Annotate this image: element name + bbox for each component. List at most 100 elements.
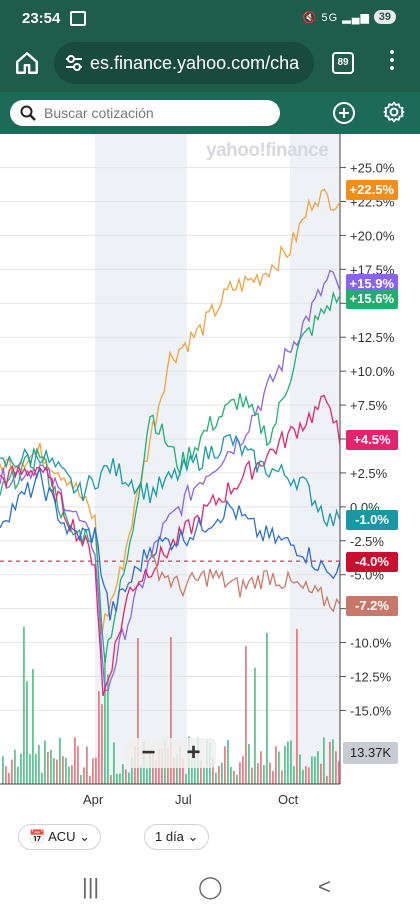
quarter-shade <box>290 134 340 784</box>
volume-bar <box>317 751 319 784</box>
volume-bar <box>26 681 28 784</box>
volume-bar <box>266 632 268 784</box>
volume-bar <box>203 766 205 784</box>
price-change-badge: -7.2% <box>346 596 398 616</box>
volume-bar <box>83 767 85 784</box>
volume-bar <box>293 766 295 784</box>
interval-selector[interactable]: 1 día ⌄ <box>144 824 210 850</box>
volume-bar <box>146 768 148 784</box>
volume-bar <box>5 766 7 784</box>
volume-bar <box>323 737 325 784</box>
volume-bar <box>299 754 301 784</box>
volume-bar <box>338 761 340 784</box>
volume-bar <box>29 753 31 784</box>
x-tick-label: Apr <box>83 792 104 807</box>
y-tick-label: +20.0% <box>350 228 395 243</box>
volume-bar <box>311 756 313 784</box>
range-selector[interactable]: 📅 ACU ⌄ <box>18 824 102 850</box>
search-input[interactable]: Buscar cotización <box>10 100 280 126</box>
volume-bar <box>314 756 316 784</box>
volume-bar <box>278 751 280 784</box>
volume-bar <box>80 775 82 784</box>
zoom-in-button[interactable]: + <box>186 739 201 766</box>
volume-bar <box>137 637 139 784</box>
volume-bar <box>287 741 289 784</box>
network-type: 5G <box>321 12 339 24</box>
volume-bar <box>95 757 97 784</box>
volume-bar <box>98 690 100 784</box>
tab-switcher-button[interactable]: 89 <box>332 52 354 74</box>
search-icon <box>20 105 36 121</box>
volume-bar <box>245 646 247 784</box>
address-bar[interactable]: es.finance.yahoo.com/cha <box>54 42 314 84</box>
yahoo-finance-watermark: yahoo!finance <box>206 140 329 161</box>
volume-bar <box>251 767 253 784</box>
volume-bar <box>110 775 112 784</box>
volume-bar <box>302 769 304 784</box>
volume-bar <box>116 773 118 784</box>
volume-bar <box>53 757 55 784</box>
volume-bar <box>59 737 61 784</box>
series-line <box>0 290 341 663</box>
volume-bar <box>233 770 235 784</box>
comparison-chart[interactable]: +25.0%+22.5%+20.0%+17.5%+15.0%+12.5%+10.… <box>0 134 420 814</box>
volume-bar <box>47 751 49 784</box>
volume-bar <box>272 771 274 784</box>
range-label: ACU <box>48 829 76 844</box>
back-icon[interactable]: < <box>318 874 331 899</box>
volume-bar <box>20 753 22 784</box>
recent-apps-icon[interactable]: ||| <box>82 874 100 899</box>
add-comparison-icon[interactable] <box>332 101 356 125</box>
site-settings-icon[interactable] <box>64 54 84 72</box>
volume-bar <box>248 743 250 784</box>
volume-bar <box>305 766 307 784</box>
browser-toolbar: es.finance.yahoo.com/cha 89 <box>0 36 420 92</box>
chart-canvas[interactable]: +25.0%+22.5%+20.0%+17.5%+15.0%+12.5%+10.… <box>0 134 420 814</box>
volume-bar <box>296 628 298 784</box>
app-header: Buscar cotización <box>0 92 420 134</box>
y-tick-label: -12.5% <box>350 670 392 685</box>
home-icon[interactable] <box>14 50 40 76</box>
volume-bar <box>332 739 334 784</box>
y-tick-label: +10.0% <box>350 364 395 379</box>
zoom-out-button[interactable]: − <box>141 739 156 766</box>
status-bar: 23:54 🔇 5G ▂▄▆ 39 <box>0 0 420 36</box>
gear-icon[interactable] <box>382 100 406 124</box>
volume-bar <box>119 773 121 784</box>
screen-record-icon <box>70 11 86 26</box>
url-text: es.finance.yahoo.com/cha <box>90 53 300 73</box>
volume-bar <box>152 754 154 784</box>
volume-bar <box>71 765 73 784</box>
x-tick-label: Jul <box>175 792 192 807</box>
volume-bar <box>11 759 13 784</box>
y-tick-label: -10.0% <box>350 636 392 651</box>
battery-badge: 39 <box>373 10 396 24</box>
chevron-down-icon: ⌄ <box>79 829 91 844</box>
volume-bar <box>257 763 259 784</box>
y-tick-label: +2.5% <box>350 466 388 481</box>
y-tick-label: +12.5% <box>350 330 395 345</box>
volume-bar <box>173 758 175 784</box>
home-nav-icon[interactable]: ◯ <box>198 874 223 899</box>
volume-bar <box>215 772 217 784</box>
x-tick-label: Oct <box>278 792 299 807</box>
volume-bar <box>227 739 229 784</box>
volume-bar <box>242 756 244 784</box>
volume-bar <box>254 667 256 784</box>
volume-bar <box>86 746 88 784</box>
overflow-menu-icon[interactable] <box>388 50 396 76</box>
volume-bar <box>290 740 292 784</box>
volume-bar <box>326 775 328 784</box>
volume-bar <box>92 758 94 784</box>
volume-bar <box>62 756 64 784</box>
volume-bar <box>185 773 187 784</box>
volume-bar <box>77 746 79 784</box>
volume-bar <box>236 774 238 784</box>
price-change-badge: +22.5% <box>345 180 398 200</box>
volume-bar <box>23 626 25 784</box>
volume-bar <box>68 766 70 784</box>
volume-bar <box>122 764 124 784</box>
volume-bar <box>275 746 277 784</box>
volume-bar <box>212 759 214 784</box>
volume-bar <box>200 760 202 784</box>
